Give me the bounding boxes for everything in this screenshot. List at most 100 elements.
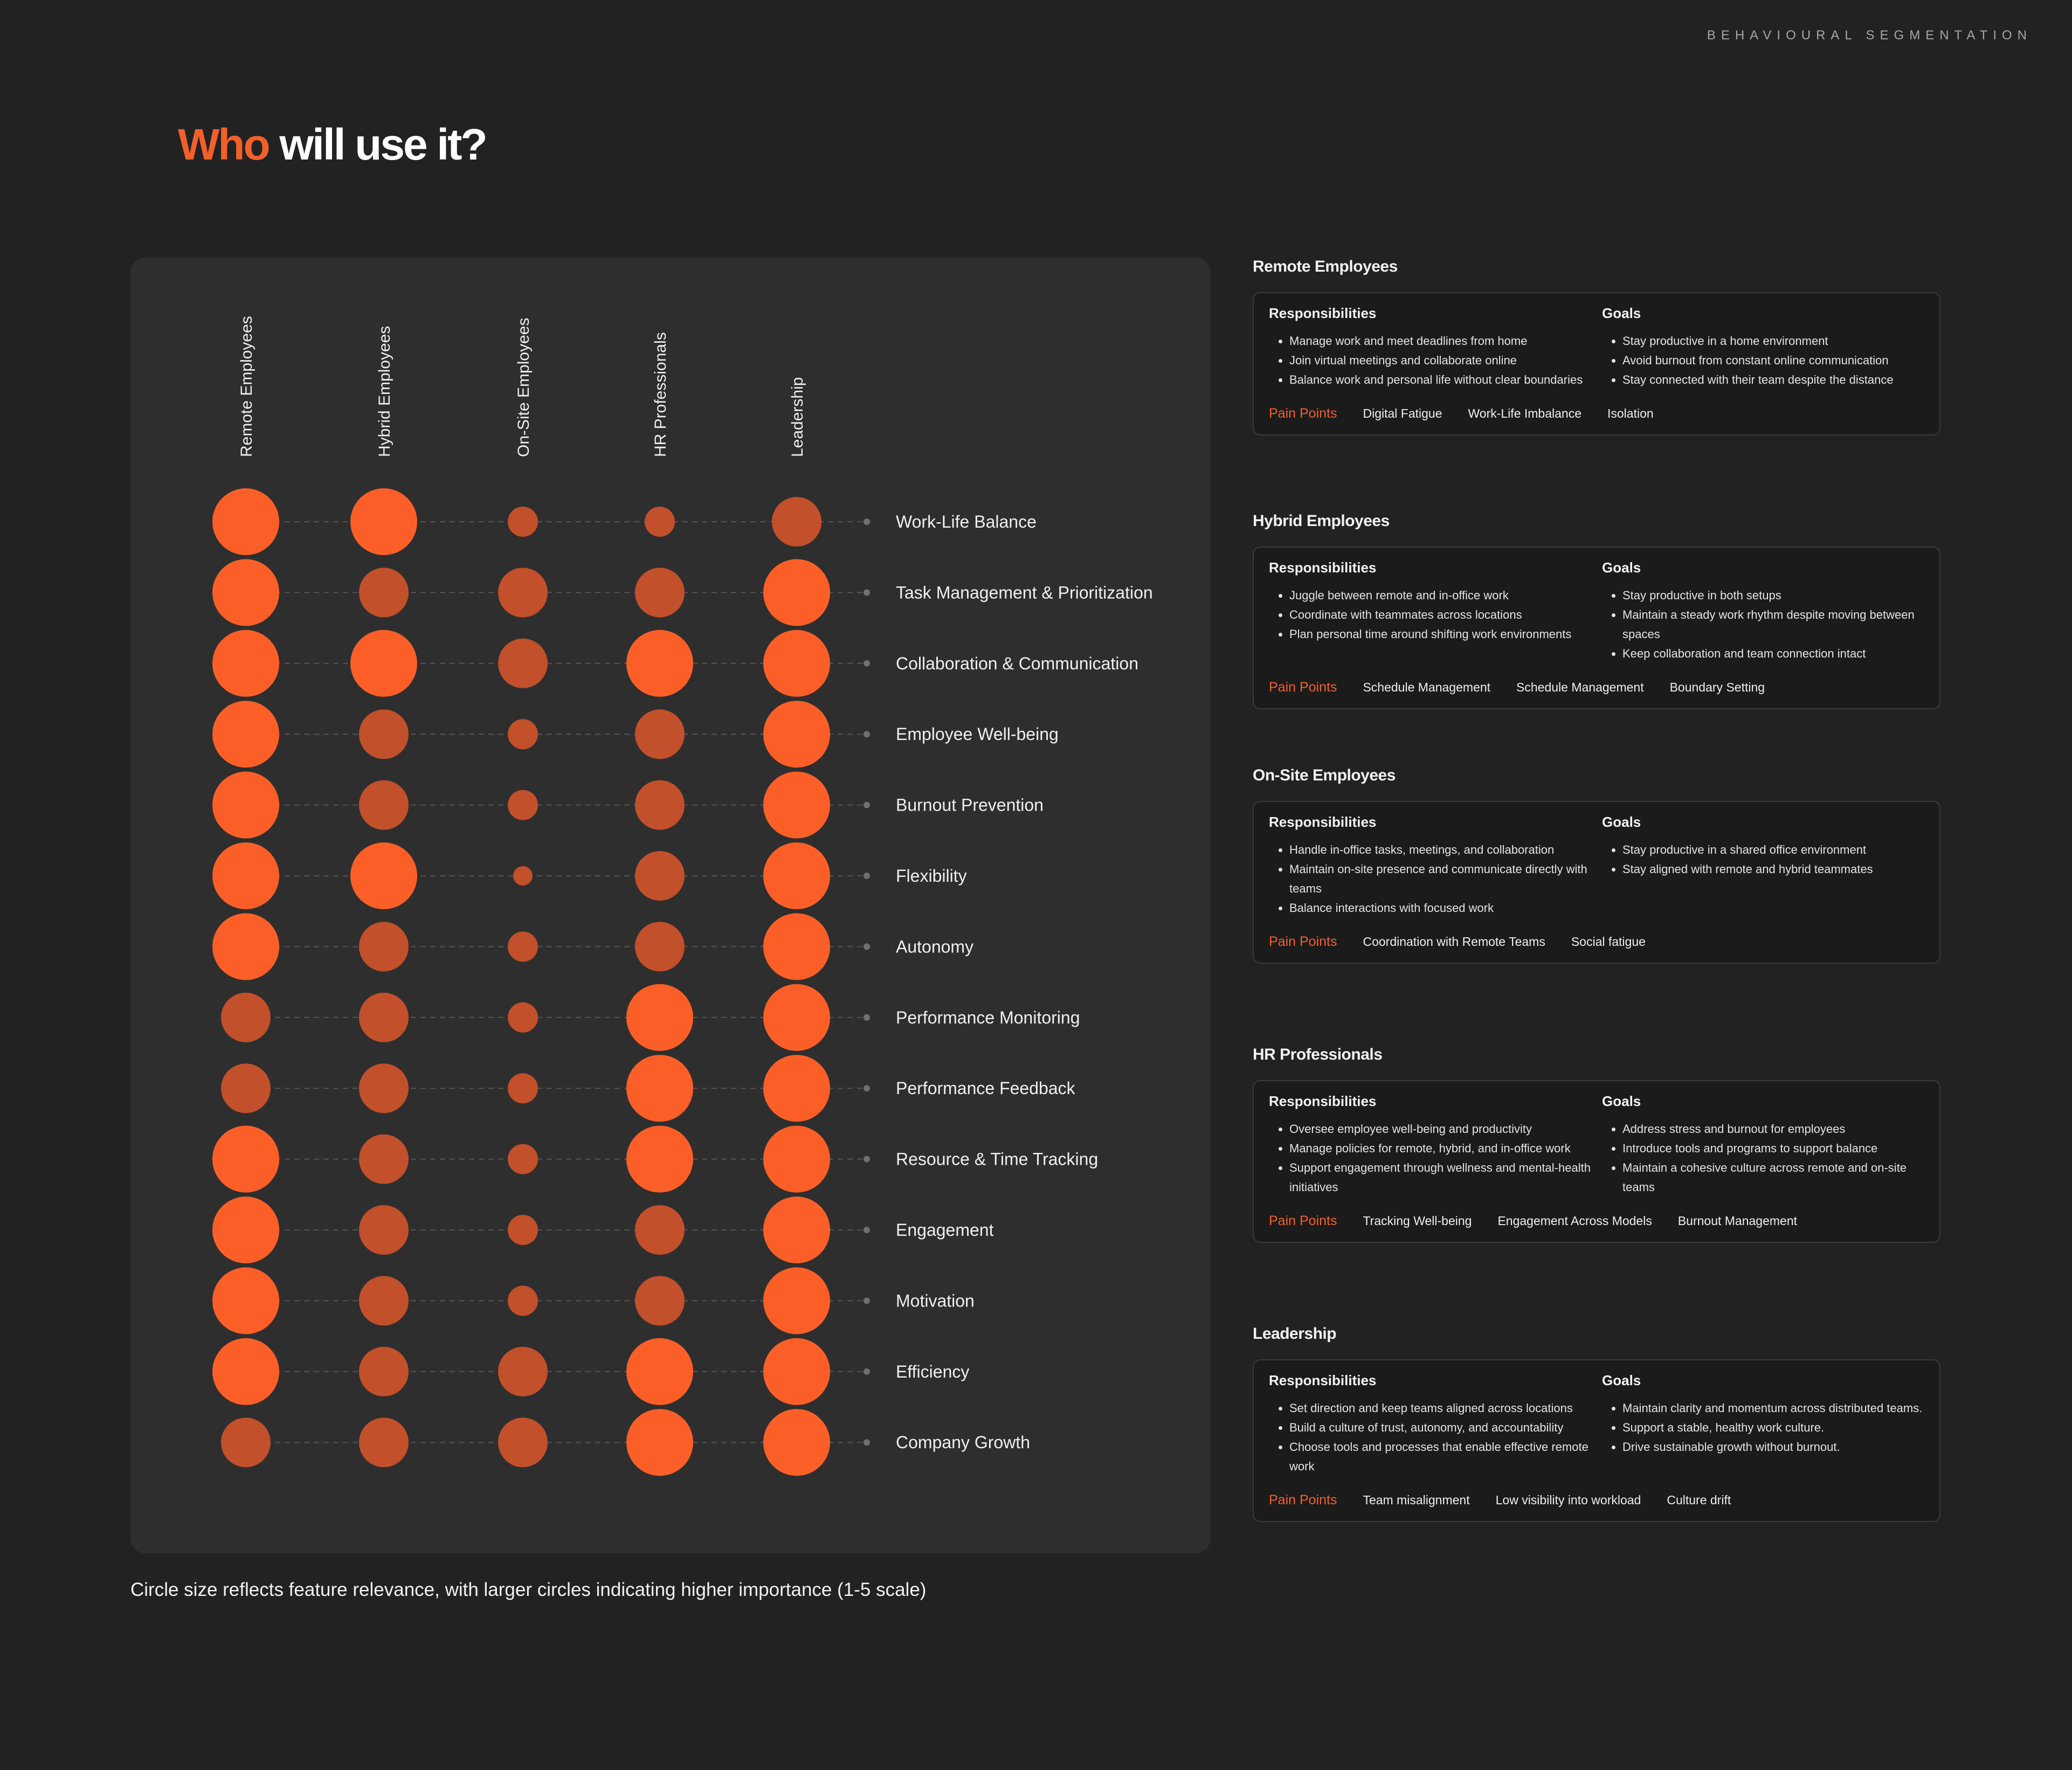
- segment-title: On-Site Employees: [1253, 766, 1396, 784]
- bubble: [508, 719, 538, 750]
- bubble: [498, 1346, 548, 1396]
- row-label: Motivation: [896, 1291, 975, 1310]
- bubble: [513, 866, 533, 886]
- pain-point-tag: Boundary Setting: [1669, 680, 1765, 694]
- pain-point-tag: Culture drift: [1667, 1493, 1731, 1507]
- responsibility-item: Juggle between remote and in-office work: [1289, 586, 1602, 605]
- bubble: [221, 1063, 271, 1114]
- bubble: [221, 992, 271, 1042]
- bubble: [359, 1346, 409, 1396]
- row-end-dot: [864, 660, 870, 667]
- bubble: [635, 780, 685, 830]
- pain-points: Pain Points Tracking Well-being Engagement…: [1269, 1213, 1924, 1229]
- responsibilities-list: Handle in-office tasks, meetings, and co…: [1269, 840, 1602, 918]
- bubble: [626, 1338, 693, 1405]
- pain-points-label: Pain Points: [1269, 680, 1337, 695]
- bubble: [498, 638, 548, 688]
- goals-list: Stay productive in a home environmentAvo…: [1602, 331, 1924, 390]
- pain-points: Pain Points Digital Fatigue Work-Life Imba…: [1269, 406, 1924, 421]
- goals-list: Stay productive in a shared office envir…: [1602, 840, 1924, 879]
- goal-item: Support a stable, healthy work culture.: [1622, 1418, 1924, 1437]
- bubble: [626, 1125, 693, 1193]
- row-end-dot: [864, 1156, 870, 1163]
- segment-title: Hybrid Employees: [1253, 512, 1390, 530]
- segment-1: Hybrid Employees Responsibilities Juggle b…: [1253, 512, 1940, 709]
- pain-point-tag: Burnout Management: [1677, 1214, 1798, 1228]
- bubble: [359, 709, 409, 759]
- responsibility-item: Set direction and keep teams aligned acr…: [1289, 1399, 1602, 1418]
- bubble: [508, 1215, 538, 1245]
- responsibility-item: Oversee employee well-being and producti…: [1289, 1119, 1602, 1139]
- bubble: [763, 1338, 830, 1405]
- segment-2: On-Site Employees Responsibilities Handle …: [1253, 766, 1940, 964]
- pain-point-tag: Social fatigue: [1571, 935, 1646, 949]
- bubble: [212, 1197, 279, 1263]
- bubble: [635, 1205, 685, 1255]
- goal-item: Maintain a steady work rhythm despite mo…: [1622, 605, 1924, 644]
- bubble: [359, 1276, 409, 1326]
- row-label: Company Growth: [896, 1433, 1030, 1452]
- card-columns: Responsibilities Juggle between remote an…: [1269, 559, 1924, 663]
- responsibility-item: Coordinate with teammates across locatio…: [1289, 605, 1602, 625]
- goals-column: Goals Address stress and burnout for empl…: [1602, 1093, 1924, 1197]
- segment-card: Responsibilities Juggle between remote an…: [1253, 547, 1940, 709]
- bubble: [763, 1125, 830, 1193]
- responsibilities-heading: Responsibilities: [1269, 1372, 1377, 1388]
- bubble: [212, 842, 279, 909]
- responsibility-item: Balance work and personal life without c…: [1289, 370, 1602, 390]
- bubble: [763, 1409, 830, 1476]
- responsibility-item: Support engagement through wellness and …: [1289, 1158, 1602, 1197]
- goals-list: Maintain clarity and momentum across dis…: [1602, 1399, 1924, 1457]
- bubble: [212, 559, 279, 626]
- responsibilities-list: Oversee employee well-being and producti…: [1269, 1119, 1602, 1197]
- row-label: Task Management & Prioritization: [896, 583, 1153, 602]
- responsibility-item: Join virtual meetings and collaborate on…: [1289, 351, 1602, 370]
- bubble: [772, 497, 821, 547]
- segment-title: Remote Employees: [1253, 258, 1398, 275]
- segment-3: HR Professionals Responsibilities Oversee …: [1253, 1046, 1940, 1243]
- responsibility-item: Manage work and meet deadlines from home: [1289, 331, 1602, 351]
- row-label: Resource & Time Tracking: [896, 1150, 1098, 1169]
- bubble: [626, 984, 693, 1051]
- bubble: [635, 922, 685, 972]
- pain-points-label: Pain Points: [1269, 934, 1337, 949]
- responsibilities-list: Juggle between remote and in-office work…: [1269, 586, 1602, 644]
- responsibilities-column: Responsibilities Juggle between remote an…: [1269, 559, 1602, 663]
- goal-item: Stay productive in both setups: [1622, 586, 1924, 605]
- row-label: Autonomy: [896, 937, 973, 956]
- bubble: [350, 488, 417, 555]
- bubble: [635, 709, 685, 759]
- goals-column: Goals Stay productive in both setupsMaint…: [1602, 559, 1924, 663]
- segment-0: Remote Employees Responsibilities Manage w…: [1253, 258, 1940, 435]
- bubble: [212, 913, 279, 980]
- row-label: Performance Feedback: [896, 1078, 1076, 1098]
- bubble: [626, 1409, 693, 1476]
- row-end-dot: [864, 1439, 870, 1446]
- row-end-dot: [864, 1227, 870, 1233]
- bubble: [763, 1055, 830, 1122]
- bubble: [763, 771, 830, 839]
- responsibility-item: Choose tools and processes that enable e…: [1289, 1437, 1602, 1476]
- bubble: [635, 568, 685, 618]
- bubble: [763, 559, 830, 626]
- bubble: [763, 842, 830, 909]
- column-label: Remote Employees: [238, 316, 255, 457]
- pain-points: Pain Points Team misalignment Low visibili…: [1269, 1492, 1924, 1508]
- row-label: Performance Monitoring: [896, 1008, 1080, 1027]
- pain-point-tag: Isolation: [1607, 406, 1654, 420]
- goal-item: Keep collaboration and team connection i…: [1622, 644, 1924, 663]
- bubble-chart-panel: Remote Employees Hybrid Employees On-Site …: [130, 258, 1211, 1553]
- responsibilities-column: Responsibilities Set direction and keep t…: [1269, 1372, 1602, 1476]
- segment-title: HR Professionals: [1253, 1046, 1383, 1063]
- bubble: [763, 913, 830, 980]
- goals-heading: Goals: [1602, 305, 1641, 321]
- pain-point-tag: Schedule Management: [1363, 680, 1491, 694]
- pain-point-tag: Team misalignment: [1363, 1493, 1470, 1507]
- bubble: [359, 780, 409, 830]
- row-end-dot: [864, 1368, 870, 1375]
- bubble: [359, 1418, 409, 1468]
- bubble: [763, 701, 830, 768]
- bubble: [350, 842, 417, 909]
- segment-card: Responsibilities Set direction and keep t…: [1253, 1359, 1940, 1522]
- bubble: [212, 701, 279, 768]
